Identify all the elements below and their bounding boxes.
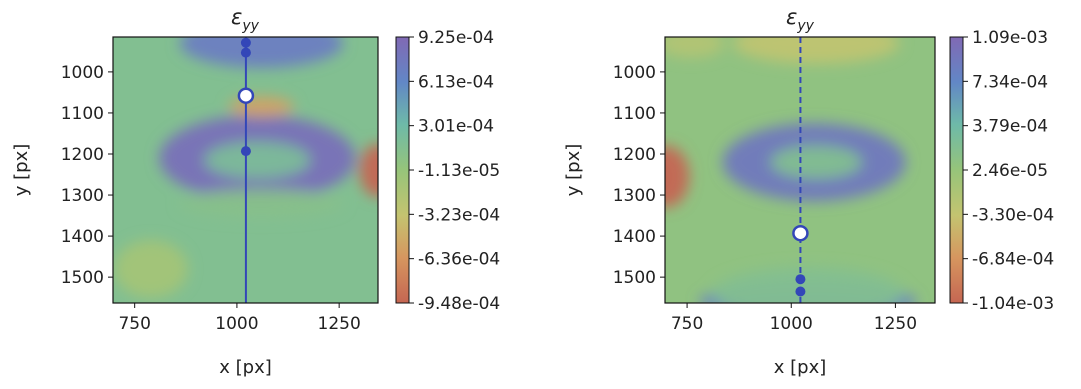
x-tick-label: 1250 [318, 314, 361, 334]
profile-point [240, 146, 251, 157]
colorbar-label: 2.46e-05 [972, 161, 1048, 181]
x-axis-label: x [px] [219, 357, 272, 378]
colorbar-label: 3.79e-04 [972, 117, 1048, 137]
x-axis-label: x [px] [774, 357, 827, 378]
colorbar-label: -1.13e-05 [418, 161, 500, 181]
profile-point [240, 47, 251, 58]
colorbar-label: -3.30e-04 [972, 205, 1054, 225]
title-subscript: yy [796, 18, 814, 34]
heatmap-region [770, 145, 863, 179]
colorbar [949, 36, 964, 304]
colorbar-label: 1.09e-03 [972, 28, 1048, 48]
y-tick-label: 1100 [61, 104, 104, 124]
profile-point [240, 37, 251, 48]
heatmap-region [359, 143, 378, 198]
y-tick-label: 1100 [613, 104, 656, 124]
y-tick-label: 1300 [61, 186, 104, 206]
profile-point [795, 286, 806, 297]
heatmap-blobs [114, 37, 378, 298]
y-tick-label: 1400 [613, 227, 656, 247]
x-tick-label: 750 [118, 314, 150, 334]
heatmap-region [665, 37, 725, 58]
title-subscript: yy [241, 18, 259, 34]
heatmap-region [204, 141, 311, 179]
colorbar-label: -1.04e-03 [972, 294, 1054, 314]
x-tick-label: 1000 [770, 314, 813, 334]
heatmap-blobs [665, 37, 917, 303]
heatmap-region [712, 266, 904, 303]
x-tick-label: 1250 [874, 314, 917, 334]
plot-frame [112, 36, 379, 304]
y-tick-label: 1000 [613, 63, 656, 83]
chart-title: εyy [786, 5, 815, 34]
heatmap-region [179, 37, 344, 68]
colorbar-label: 6.13e-04 [418, 72, 494, 92]
y-tick-label: 1500 [61, 268, 104, 288]
y-axis-label: y [px] [11, 144, 32, 197]
title-symbol: ε [231, 5, 242, 29]
colorbar [395, 36, 410, 304]
panel-1: 750 1000 1250 1000 1100 1200 1300 1400 1500 x [px… [11, 5, 500, 378]
y-tick-label: 1000 [61, 63, 104, 83]
y-tick-label: 1500 [613, 268, 656, 288]
colorbar-label: -9.48e-04 [418, 294, 500, 314]
heatmap-field [113, 37, 378, 303]
colorbar-label: -6.36e-04 [418, 250, 500, 270]
plot-frame [664, 36, 936, 304]
heatmap-region [665, 145, 690, 208]
colorbar-label: 3.01e-04 [418, 117, 494, 137]
y-tick-label: 1300 [613, 186, 656, 206]
colorbar-label: 9.25e-04 [418, 28, 494, 48]
colorbar-label: -6.84e-04 [972, 250, 1054, 270]
y-tick-label: 1200 [613, 145, 656, 165]
colorbar-label: 7.34e-04 [972, 72, 1048, 92]
x-tick-label: 1000 [215, 314, 258, 334]
heatmap-region [114, 240, 188, 298]
chart-title: εyy [231, 5, 260, 34]
panel-2: 750 1000 1250 1000 1100 1200 1300 1400 1500 x [px… [563, 5, 1054, 378]
y-axis-label: y [px] [563, 144, 584, 197]
y-tick-label: 1200 [61, 145, 104, 165]
y-tick-label: 1400 [61, 227, 104, 247]
colorbar-label: -3.23e-04 [418, 205, 500, 225]
heatmap-region [179, 188, 344, 218]
heatmap-region [228, 96, 295, 118]
selected-point [237, 87, 255, 104]
profile-point [795, 274, 806, 285]
x-tick-label: 750 [671, 314, 703, 334]
title-symbol: ε [786, 5, 797, 29]
heatmap-region [732, 37, 900, 64]
selected-point [792, 224, 809, 242]
heatmap-field [665, 37, 935, 303]
